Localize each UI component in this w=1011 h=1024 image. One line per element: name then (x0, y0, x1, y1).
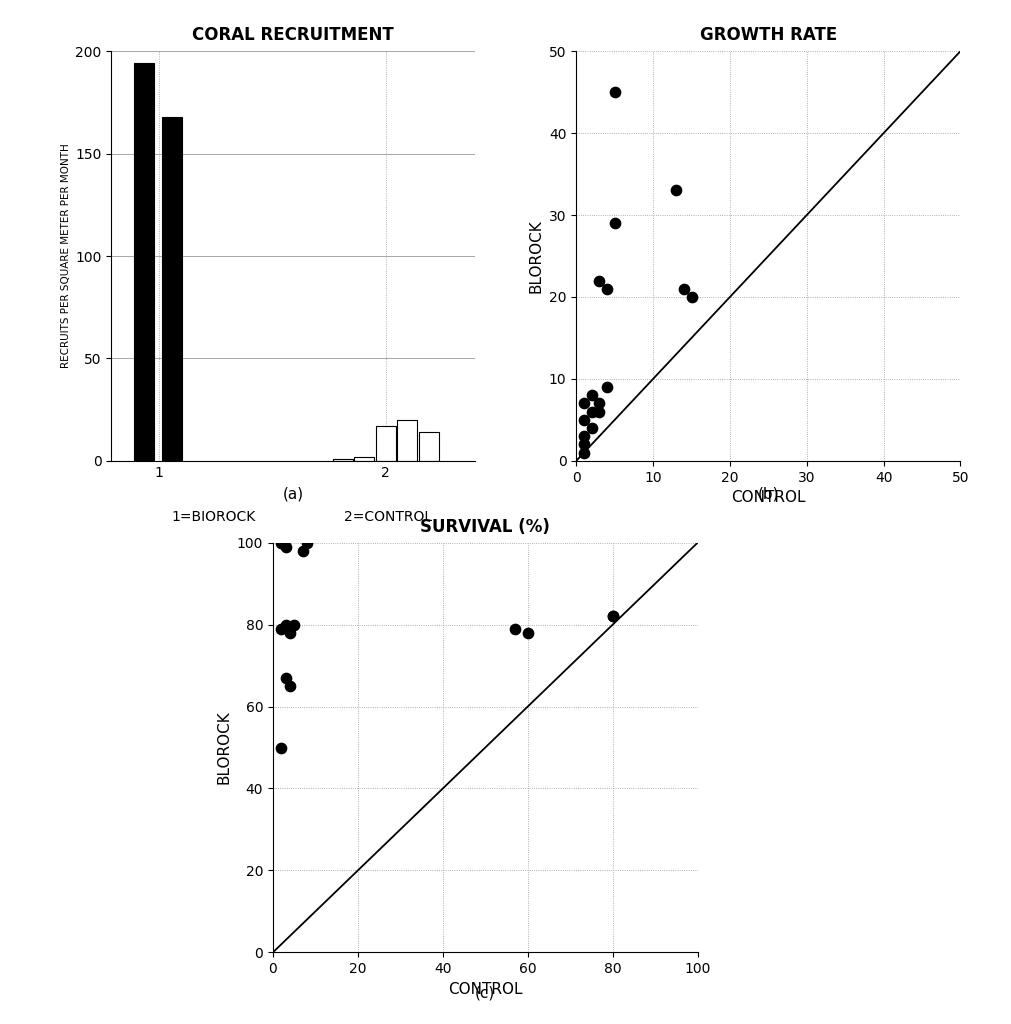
Point (576, 412, 592, 428)
Point (278, 670, 294, 686)
Text: (b): (b) (757, 486, 779, 502)
Bar (134, 63, 155, 461)
Point (576, 444, 592, 461)
Point (520, 625, 536, 641)
Bar (163, 117, 182, 461)
Point (607, 215, 623, 231)
Point (675, 281, 692, 297)
Title: SURVIVAL (%): SURVIVAL (%) (421, 517, 550, 536)
Point (273, 621, 289, 637)
Bar (376, 426, 395, 461)
Point (299, 535, 315, 551)
Y-axis label: BLOROCK: BLOROCK (216, 711, 232, 784)
Point (286, 616, 302, 633)
Point (591, 403, 608, 420)
Title: GROWTH RATE: GROWTH RATE (700, 26, 837, 44)
Point (507, 621, 523, 637)
Bar (419, 432, 439, 461)
Point (605, 608, 621, 625)
Text: 1=BIOROCK: 1=BIOROCK (171, 510, 255, 524)
Point (576, 428, 592, 444)
Point (294, 543, 310, 559)
Point (278, 616, 294, 633)
Point (583, 387, 600, 403)
Text: 2=CONTROL: 2=CONTROL (344, 510, 432, 524)
Bar (355, 457, 374, 461)
Bar (397, 420, 418, 461)
Point (591, 272, 608, 289)
Point (607, 84, 623, 100)
X-axis label: CONTROL: CONTROL (731, 490, 806, 505)
Y-axis label: BLOROCK: BLOROCK (529, 219, 543, 293)
Point (576, 395, 592, 412)
Bar (333, 459, 353, 461)
Text: (c): (c) (475, 985, 495, 1000)
Point (576, 436, 592, 453)
Point (273, 739, 289, 756)
Point (282, 625, 298, 641)
Point (583, 420, 600, 436)
Point (282, 678, 298, 694)
Point (583, 403, 600, 420)
Point (599, 379, 615, 395)
Point (599, 281, 615, 297)
Text: (a): (a) (283, 486, 303, 502)
Point (605, 608, 621, 625)
Point (278, 539, 294, 555)
Point (273, 535, 289, 551)
Point (591, 395, 608, 412)
Point (683, 289, 700, 305)
Point (668, 182, 684, 199)
Y-axis label: RECRUITS PER SQUARE METER PER MONTH: RECRUITS PER SQUARE METER PER MONTH (61, 143, 71, 369)
Title: CORAL RECRUITMENT: CORAL RECRUITMENT (192, 26, 394, 44)
X-axis label: CONTROL: CONTROL (448, 982, 523, 996)
